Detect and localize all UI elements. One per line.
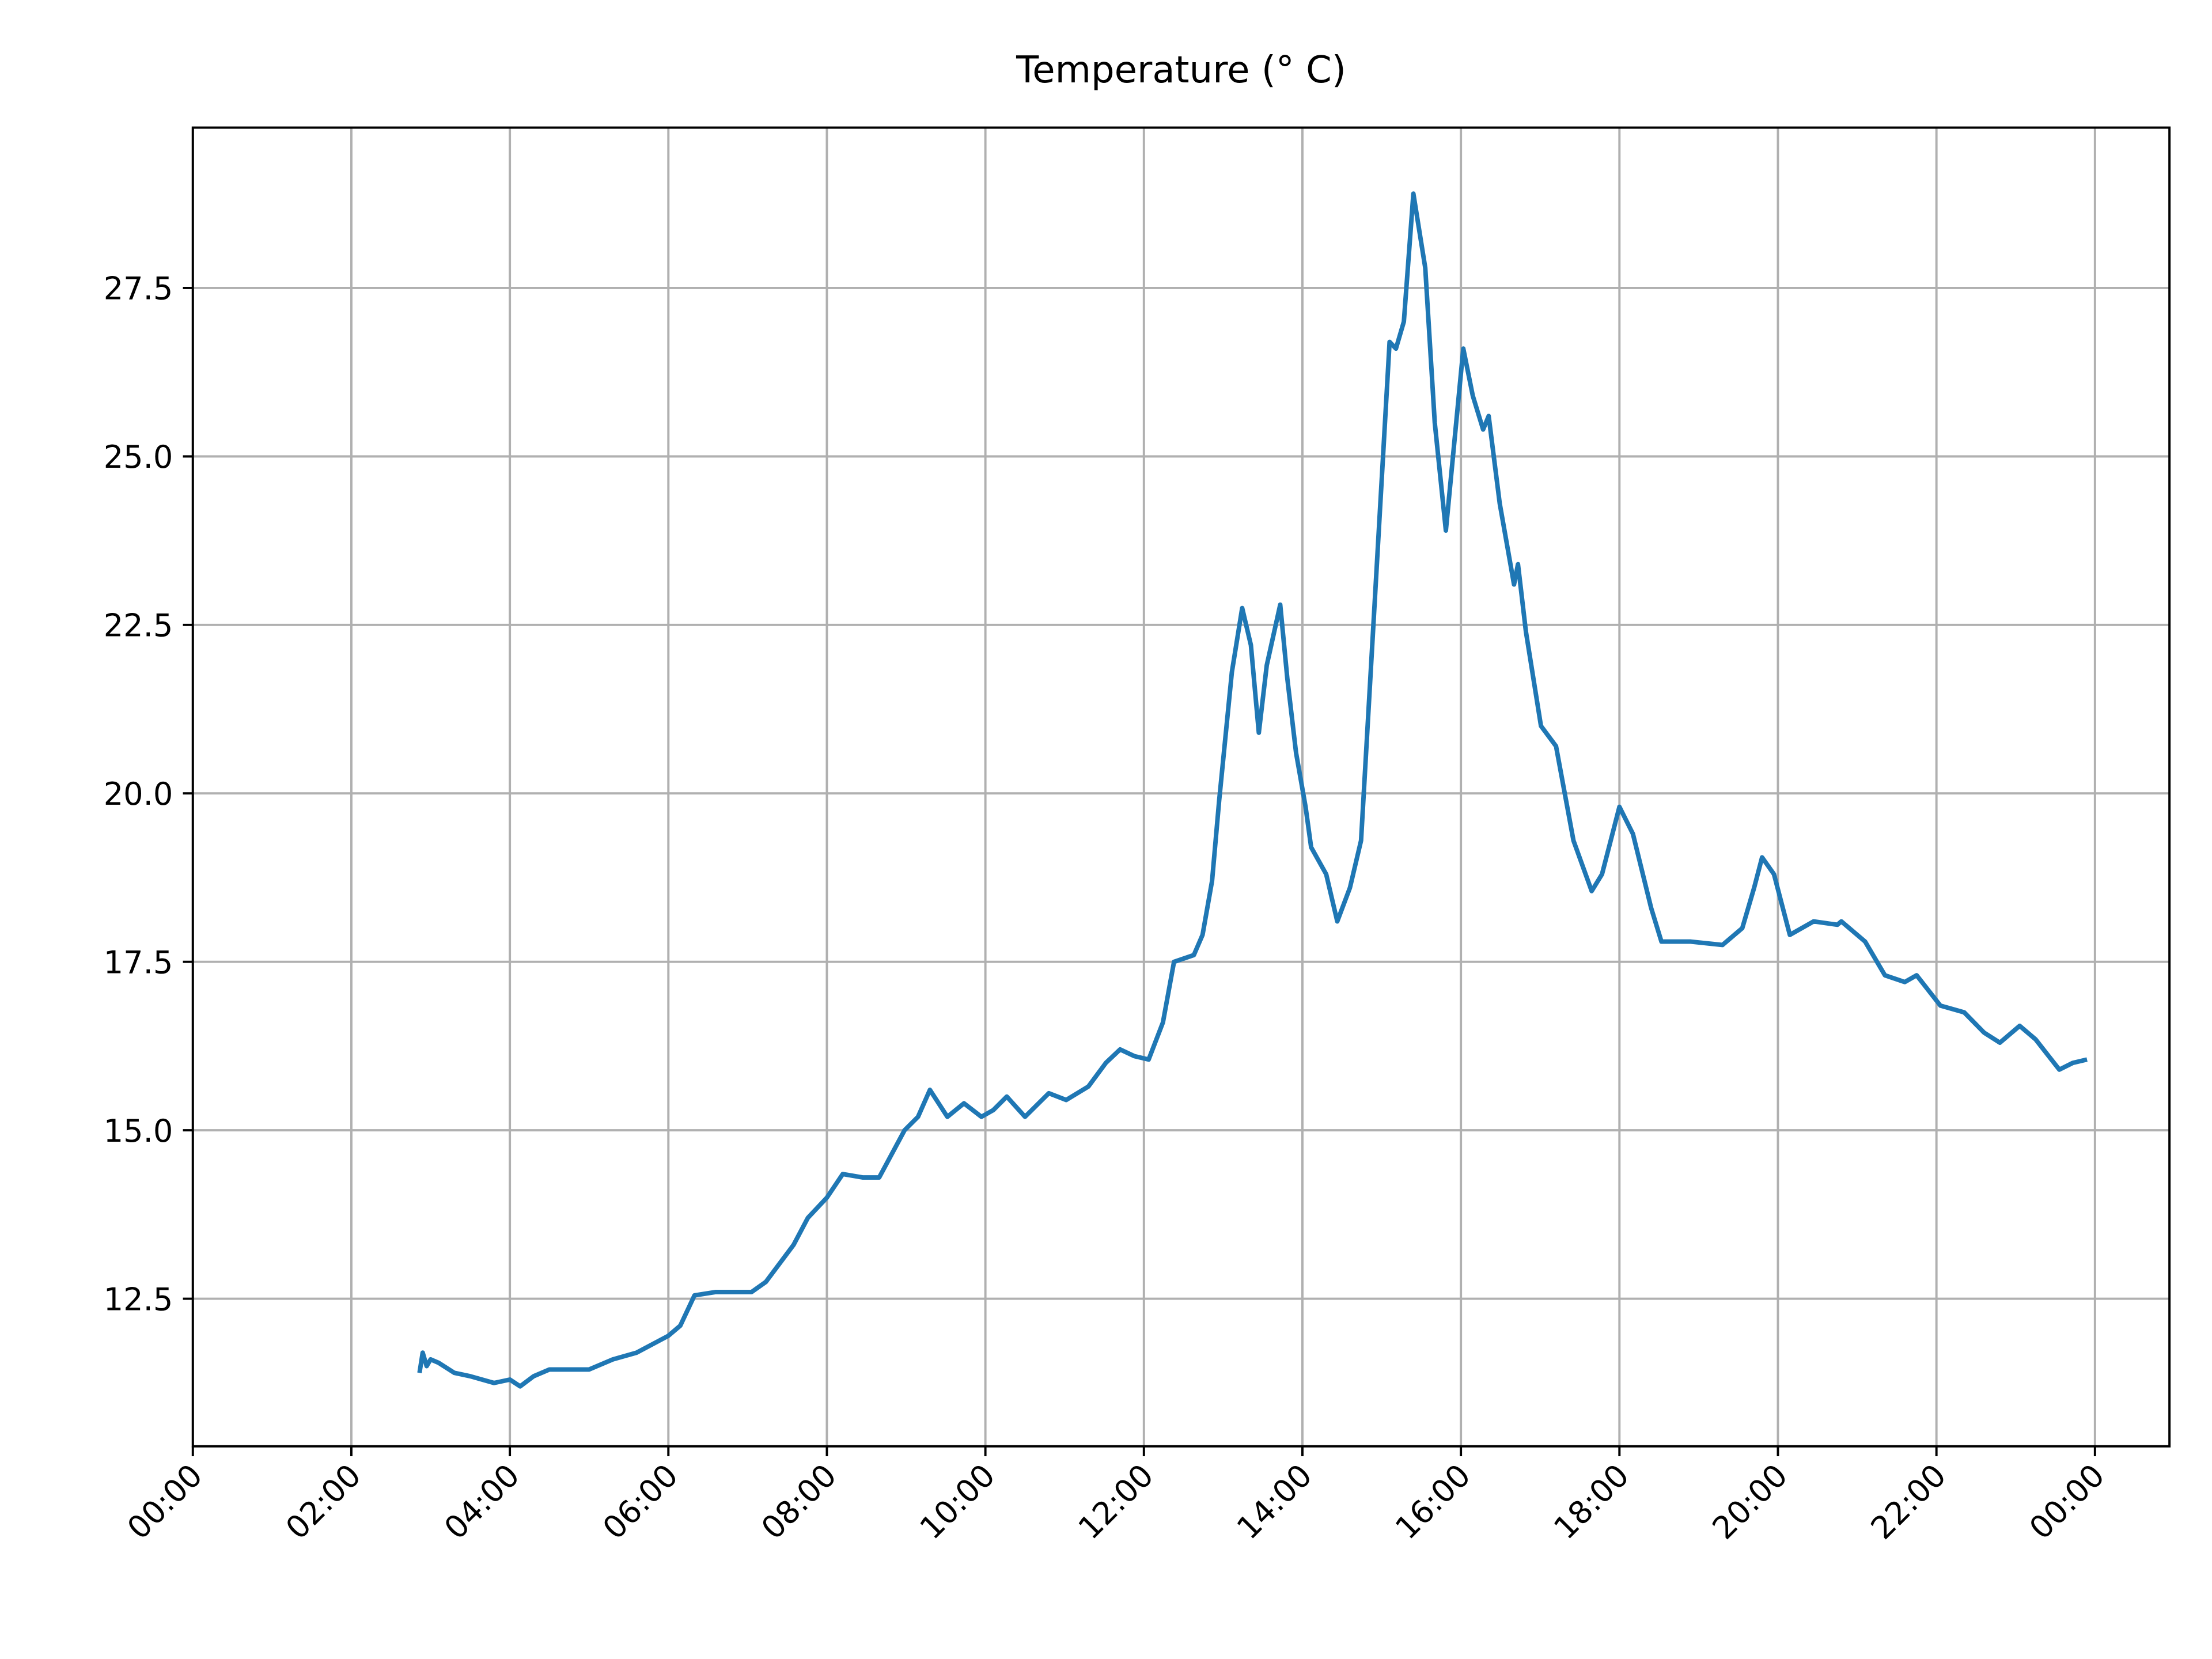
y-tick-label: 15.0 [104,1113,173,1149]
plot-frame [191,126,2171,1448]
chart-title: Temperature (° C) [1016,49,1346,92]
y-tick-label: 27.5 [104,271,173,307]
x-tick-label: 16:00 [1388,1457,1478,1547]
x-tick-label: 02:00 [279,1457,368,1547]
x-tick-label: 10:00 [913,1457,1002,1547]
x-tick-label: 12:00 [1071,1457,1161,1547]
x-tick-label: 00:00 [120,1457,210,1547]
x-tick-label: 22:00 [1864,1457,1953,1547]
y-tick-label: 22.5 [104,608,173,644]
x-tick-label: 18:00 [1547,1457,1636,1547]
y-tick-label: 12.5 [104,1281,173,1317]
x-tick-label: 04:00 [437,1457,527,1547]
data-line [417,191,2088,1389]
x-tick-label: 06:00 [596,1457,685,1547]
y-tick-label: 17.5 [104,944,173,980]
y-tick-label: 20.0 [104,776,173,812]
x-tick-label: 00:00 [2022,1457,2112,1547]
x-tick-label: 08:00 [754,1457,843,1547]
x-tick-label: 14:00 [1230,1457,1319,1547]
y-tick-label: 25.0 [104,439,173,475]
x-tick-label: 20:00 [1705,1457,1794,1547]
